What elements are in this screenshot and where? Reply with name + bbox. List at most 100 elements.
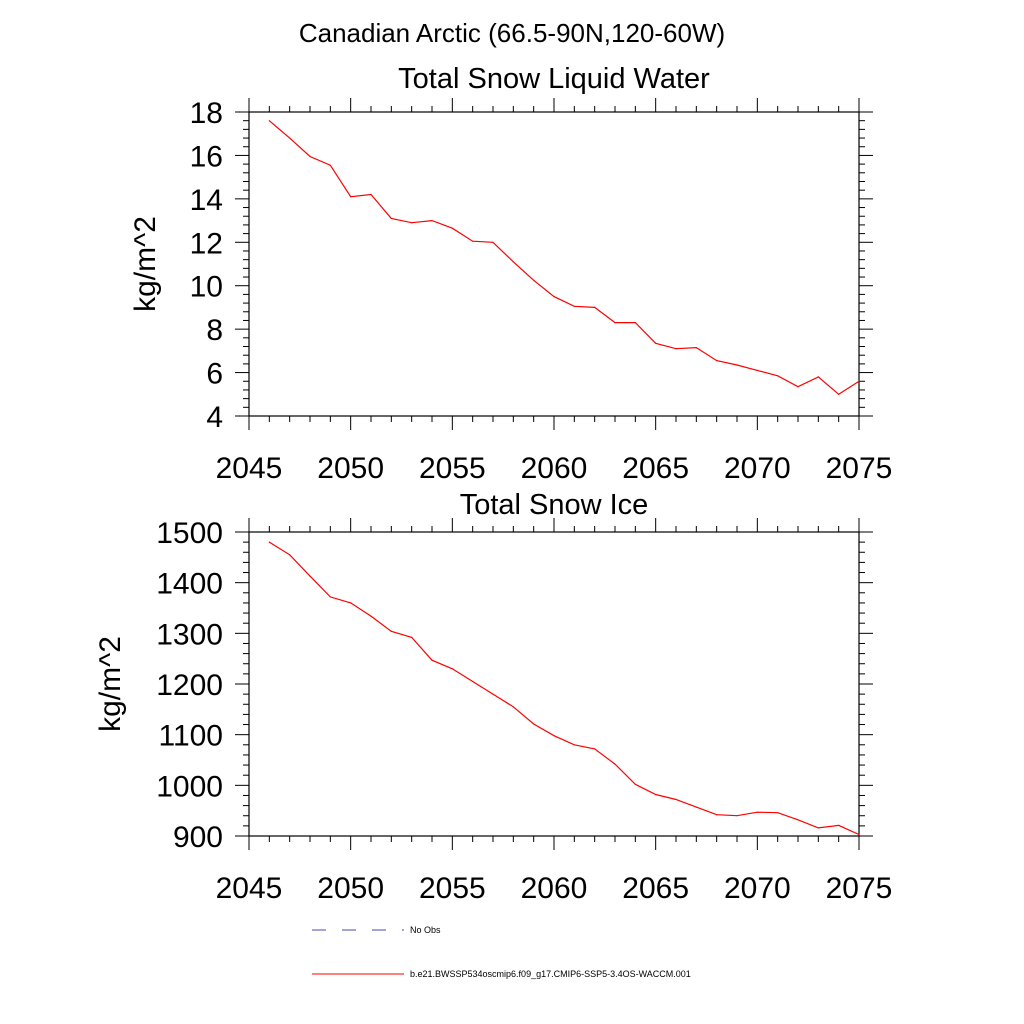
series-point bbox=[268, 120, 270, 122]
y-tick-label: 18 bbox=[190, 97, 223, 130]
series-point bbox=[838, 824, 840, 827]
series-point bbox=[655, 342, 657, 344]
series-point bbox=[736, 815, 738, 817]
x-tick-label: 2045 bbox=[216, 452, 283, 485]
series-point bbox=[655, 793, 657, 796]
y-tick-label: 14 bbox=[190, 184, 223, 217]
series-point bbox=[858, 380, 860, 382]
series-point bbox=[390, 630, 392, 632]
series-point bbox=[634, 322, 636, 324]
series-point bbox=[817, 827, 819, 829]
x-tick-label: 2075 bbox=[826, 872, 893, 905]
series-point bbox=[472, 680, 474, 683]
series-point bbox=[797, 819, 799, 821]
series-point bbox=[309, 575, 311, 577]
series-point bbox=[573, 305, 575, 307]
x-tick-label: 2055 bbox=[419, 872, 486, 905]
series-point bbox=[411, 636, 413, 639]
x-tick-label: 2075 bbox=[826, 452, 893, 485]
series-point bbox=[716, 814, 718, 816]
series-point bbox=[614, 763, 616, 765]
series-point bbox=[512, 706, 514, 708]
y-tick-label: 1200 bbox=[156, 669, 223, 702]
figure-suptitle: Canadian Arctic (66.5-90N,120-60W) bbox=[299, 18, 725, 48]
legend-label-no-obs: No Obs bbox=[410, 925, 441, 935]
series-point bbox=[350, 602, 352, 604]
series-point bbox=[533, 279, 535, 281]
series-point bbox=[329, 164, 331, 166]
series-point bbox=[309, 155, 311, 158]
series-point bbox=[838, 393, 840, 395]
y-tick-label: 6 bbox=[206, 358, 223, 391]
series-point bbox=[573, 744, 575, 746]
chart-snow-ice: Total Snow Ice kg/m^2 2045 2050 2055 2060 2065… bbox=[94, 489, 892, 905]
y-tick-label: 1500 bbox=[156, 517, 223, 550]
chart-title: Total Snow Liquid Water bbox=[398, 63, 710, 95]
series-point bbox=[756, 811, 758, 813]
series-point bbox=[695, 806, 697, 808]
legend: No Obs b.e21.BWSSP534oscmip6.f09_g17.CMI… bbox=[312, 925, 691, 979]
y-tick-label: 8 bbox=[206, 314, 223, 347]
y-tick-label: 1300 bbox=[156, 618, 223, 651]
x-tick-label: 2055 bbox=[419, 452, 486, 485]
series-point bbox=[370, 193, 372, 196]
series-point bbox=[716, 360, 718, 362]
x-tick-label: 2060 bbox=[521, 872, 588, 905]
series-point bbox=[797, 386, 799, 388]
y-axis-label: kg/m^2 bbox=[129, 216, 162, 312]
y-tick-label: 12 bbox=[190, 227, 223, 260]
series-point bbox=[289, 554, 291, 556]
series-point bbox=[350, 196, 352, 198]
y-axis-label: kg/m^2 bbox=[94, 636, 127, 732]
series-point bbox=[736, 364, 738, 366]
series-point bbox=[695, 347, 697, 349]
plot-frame bbox=[248, 111, 860, 417]
series-point bbox=[858, 833, 860, 836]
series-point bbox=[329, 596, 331, 598]
series-point bbox=[431, 220, 433, 222]
x-tick-label: 2050 bbox=[317, 872, 384, 905]
series-point bbox=[594, 748, 596, 750]
series-point bbox=[451, 227, 453, 229]
series-point bbox=[817, 376, 819, 378]
series-point bbox=[492, 241, 494, 243]
series-point bbox=[431, 659, 433, 661]
series-point bbox=[777, 812, 779, 814]
series-point bbox=[451, 668, 453, 670]
x-tick-label: 2050 bbox=[317, 452, 384, 485]
y-tick-label: 1100 bbox=[158, 720, 223, 753]
y-tick-label: 4 bbox=[206, 401, 223, 434]
series-point bbox=[492, 693, 494, 695]
plot-frame bbox=[248, 531, 860, 837]
series-point bbox=[675, 798, 677, 801]
series-point bbox=[512, 261, 514, 263]
series-point bbox=[268, 541, 270, 543]
x-tick-label: 2070 bbox=[724, 872, 791, 905]
y-tick-label: 10 bbox=[190, 271, 223, 304]
series-point bbox=[614, 322, 616, 324]
x-tick-label: 2065 bbox=[622, 872, 689, 905]
x-tick-label: 2065 bbox=[622, 452, 689, 485]
series-point bbox=[777, 375, 779, 377]
series-point bbox=[756, 369, 758, 371]
series-point bbox=[594, 306, 596, 308]
series-point bbox=[390, 217, 392, 219]
series-point bbox=[370, 615, 372, 617]
series-point bbox=[472, 240, 474, 242]
x-tick-label: 2045 bbox=[216, 872, 283, 905]
series-point bbox=[533, 723, 535, 725]
series-point bbox=[289, 137, 291, 139]
y-tick-label: 1400 bbox=[156, 568, 223, 601]
series-point bbox=[675, 348, 677, 350]
legend-label-model-run: b.e21.BWSSP534oscmip6.f09_g17.CMIP6-SSP5… bbox=[410, 969, 691, 979]
y-tick-label: 1000 bbox=[156, 770, 223, 803]
series-point bbox=[634, 783, 636, 785]
series-line bbox=[268, 541, 860, 836]
series-line bbox=[268, 120, 860, 396]
x-tick-label: 2060 bbox=[521, 452, 588, 485]
chart-snow-liquid-water: Total Snow Liquid Water kg/m^2 2045 2050 205… bbox=[129, 63, 892, 485]
x-tick-label: 2070 bbox=[724, 452, 791, 485]
chart-title: Total Snow Ice bbox=[460, 489, 649, 521]
y-tick-label: 16 bbox=[190, 140, 223, 173]
